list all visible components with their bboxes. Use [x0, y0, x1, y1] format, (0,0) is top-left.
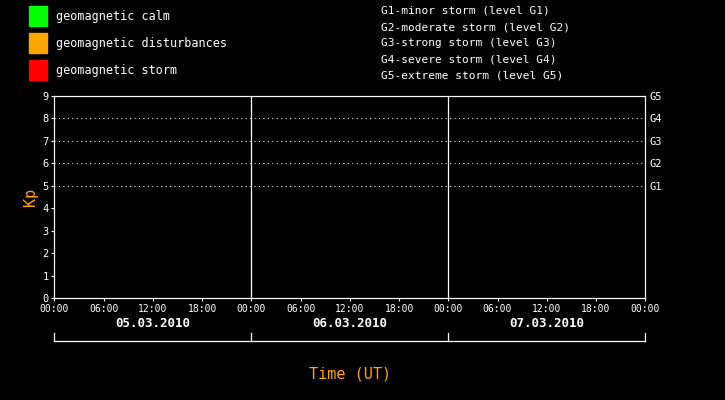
Text: 06.03.2010: 06.03.2010: [312, 317, 387, 330]
Y-axis label: Kp: Kp: [23, 188, 38, 206]
FancyBboxPatch shape: [29, 6, 47, 26]
FancyBboxPatch shape: [29, 33, 47, 53]
Text: geomagnetic storm: geomagnetic storm: [56, 64, 177, 77]
Text: G3-strong storm (level G3): G3-strong storm (level G3): [381, 38, 556, 48]
Text: G4-severe storm (level G4): G4-severe storm (level G4): [381, 54, 556, 64]
Text: geomagnetic disturbances: geomagnetic disturbances: [56, 37, 227, 50]
Text: 05.03.2010: 05.03.2010: [115, 317, 191, 330]
Text: G5-extreme storm (level G5): G5-extreme storm (level G5): [381, 70, 563, 81]
Text: 07.03.2010: 07.03.2010: [509, 317, 584, 330]
Text: G2-moderate storm (level G2): G2-moderate storm (level G2): [381, 22, 570, 32]
Text: G1-minor storm (level G1): G1-minor storm (level G1): [381, 6, 550, 16]
Text: geomagnetic calm: geomagnetic calm: [56, 10, 170, 23]
FancyBboxPatch shape: [29, 60, 47, 80]
Text: Time (UT): Time (UT): [309, 366, 391, 382]
